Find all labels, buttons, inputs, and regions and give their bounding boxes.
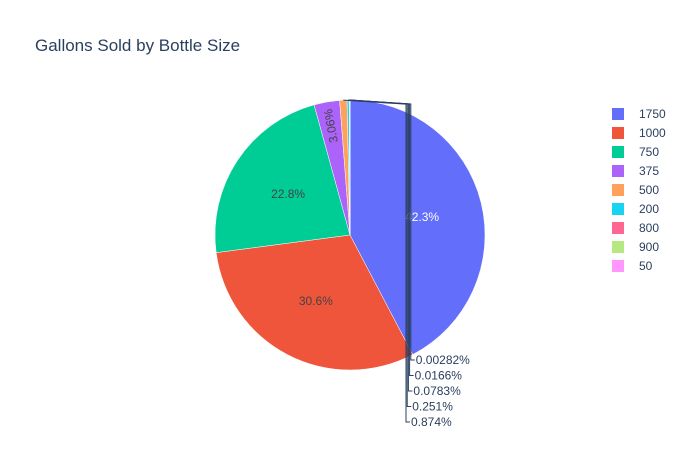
legend-swatch bbox=[612, 165, 624, 177]
legend-item-50[interactable]: 50 bbox=[612, 259, 653, 273]
legend-swatch bbox=[612, 108, 624, 120]
legend-item-1000[interactable]: 1000 bbox=[612, 126, 666, 140]
legend-item-1750[interactable]: 1750 bbox=[612, 107, 666, 121]
slice-label-750: 22.8% bbox=[271, 187, 305, 201]
outside-slice-labels: 0.00282% 0.0166%0.0783% 0.251%0.874% bbox=[343, 99, 470, 429]
legend-label: 1000 bbox=[639, 126, 666, 140]
legend-item-750[interactable]: 750 bbox=[612, 145, 659, 159]
legend-label: 750 bbox=[639, 145, 659, 159]
slice-label-375: 3.06% bbox=[321, 108, 341, 144]
legend-swatch bbox=[612, 146, 624, 158]
slice-label-900: 0.0166% bbox=[415, 369, 463, 383]
legend-item-200[interactable]: 200 bbox=[612, 202, 659, 216]
legend-item-900[interactable]: 900 bbox=[612, 240, 659, 254]
label-leader-line-500 bbox=[343, 99, 410, 423]
slice-label-1750: 42.3% bbox=[405, 210, 439, 224]
legend-label: 800 bbox=[639, 221, 659, 235]
chart-title: Gallons Sold by Bottle Size bbox=[35, 36, 240, 55]
pie-slice-1000[interactable] bbox=[215, 234, 414, 371]
legend-swatch bbox=[612, 203, 624, 215]
pie-slice-1750[interactable] bbox=[349, 99, 486, 355]
legend-label: 50 bbox=[639, 259, 653, 273]
slice-label-50: 0.00282% bbox=[416, 353, 470, 367]
pie-slice-750[interactable] bbox=[214, 104, 351, 253]
legend-swatch bbox=[612, 241, 624, 253]
legend-swatch bbox=[612, 127, 624, 139]
slice-label-800: 0.0783% bbox=[413, 384, 461, 398]
slice-label-200: 0.251% bbox=[412, 400, 453, 414]
legend: 1750 1000 750 375 500 200 800 900 50 bbox=[612, 107, 666, 273]
legend-label: 1750 bbox=[639, 107, 666, 121]
legend-label: 900 bbox=[639, 240, 659, 254]
legend-item-375[interactable]: 375 bbox=[612, 164, 659, 178]
legend-label: 200 bbox=[639, 202, 659, 216]
legend-item-500[interactable]: 500 bbox=[612, 183, 659, 197]
legend-swatch bbox=[612, 260, 624, 272]
pie-slices bbox=[214, 99, 486, 371]
slice-label-500: 0.874% bbox=[411, 415, 452, 429]
legend-swatch bbox=[612, 184, 624, 196]
legend-label: 500 bbox=[639, 183, 659, 197]
slice-labels: 42.3% 30.6% 22.8% 3.06% bbox=[271, 108, 439, 308]
legend-item-800[interactable]: 800 bbox=[612, 221, 659, 235]
slice-label-1000: 30.6% bbox=[299, 294, 333, 308]
legend-label: 375 bbox=[639, 164, 659, 178]
legend-swatch bbox=[612, 222, 624, 234]
